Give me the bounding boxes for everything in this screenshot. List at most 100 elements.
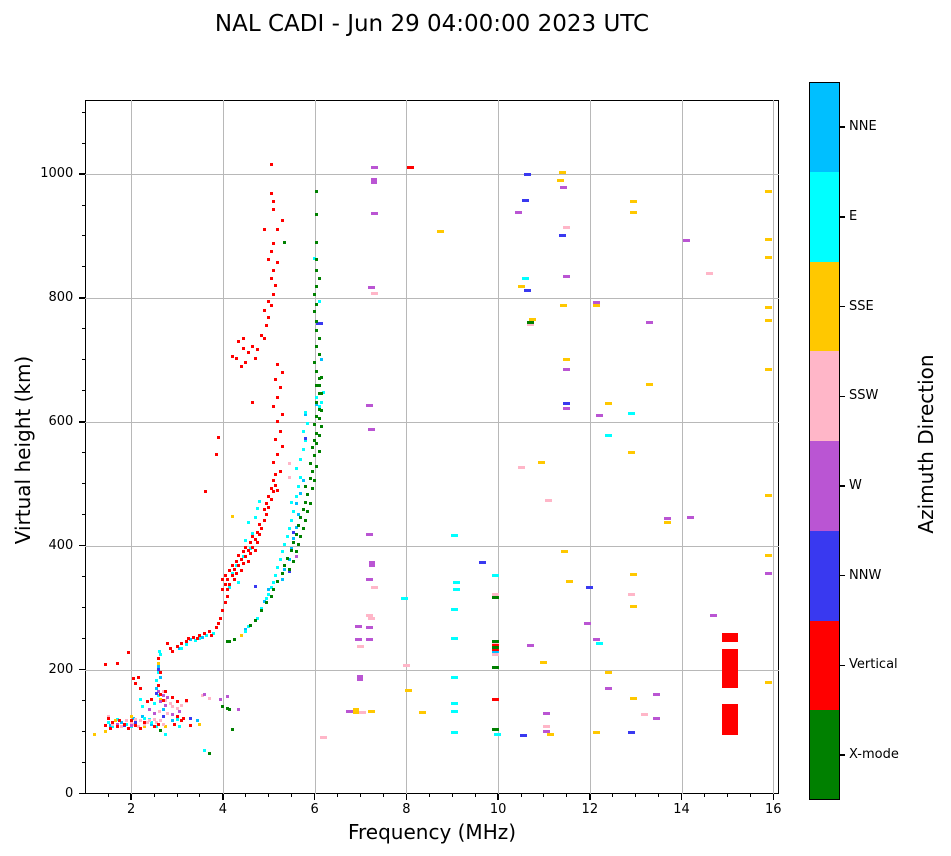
data-mark-w	[161, 694, 165, 698]
data-mark-x-mode	[287, 567, 291, 571]
data-mark-sse	[540, 660, 548, 664]
data-mark-e	[143, 716, 147, 720]
x-gridline	[498, 100, 500, 794]
data-mark-x-mode	[271, 587, 275, 591]
data-mark-e	[493, 733, 501, 737]
data-mark-vertical	[267, 494, 271, 498]
data-mark-nnw	[161, 714, 165, 718]
data-mark-w	[203, 692, 207, 696]
data-mark-x-mode	[297, 524, 301, 528]
data-mark-sse	[559, 304, 567, 308]
data-mark-vertical	[253, 357, 257, 361]
data-mark-ssw	[161, 689, 165, 693]
data-mark-nne	[303, 412, 307, 416]
data-mark-e	[271, 581, 275, 585]
data-mark-w	[345, 709, 353, 713]
data-mark-nne	[200, 635, 204, 639]
data-block-vertical	[721, 649, 738, 689]
data-mark-x-mode	[315, 258, 319, 262]
data-mark-vertical	[237, 339, 241, 343]
data-mark-e	[253, 516, 257, 520]
data-mark-ssw	[138, 718, 142, 722]
y-major-tick	[79, 668, 86, 671]
data-mark-vertical	[262, 508, 266, 512]
data-mark-e	[255, 507, 259, 511]
x-major-tick	[680, 793, 683, 800]
data-mark-vertical	[244, 545, 248, 549]
data-mark-vertical	[248, 551, 252, 555]
y-minor-tick	[81, 483, 86, 485]
data-mark-e	[198, 637, 202, 641]
data-mark-x-mode	[207, 751, 211, 755]
data-mark-nne	[161, 708, 165, 712]
data-mark-sse	[604, 401, 612, 405]
data-mark-sse	[517, 285, 525, 289]
data-block-vertical	[721, 633, 738, 643]
x-axis-label: Frequency (MHz)	[347, 820, 517, 844]
y-minor-tick	[81, 111, 86, 113]
data-mark-nne	[189, 638, 193, 642]
data-mark-ssw	[492, 641, 500, 645]
data-mark-x-mode	[299, 534, 303, 538]
data-mark-sse	[558, 170, 566, 174]
data-mark-x-mode	[308, 462, 312, 466]
data-mark-nne	[283, 567, 287, 571]
data-mark-nne	[299, 491, 303, 495]
data-mark-ssw	[170, 705, 174, 709]
data-mark-sse	[629, 604, 637, 608]
data-mark-w	[225, 694, 229, 698]
data-mark-vertical	[159, 692, 163, 696]
colorbar-tick	[840, 485, 845, 487]
x-tick-label: 14	[673, 801, 690, 817]
data-mark-vertical	[274, 378, 278, 382]
data-block-vertical	[721, 704, 738, 736]
data-mark-vertical	[239, 557, 243, 561]
data-mark-ssw	[563, 225, 571, 229]
data-mark-vertical	[145, 700, 149, 704]
data-mark-vertical	[111, 720, 115, 724]
colorbar-tick-label: NNW	[849, 567, 882, 583]
colorbar-tick-label: SSW	[849, 388, 879, 404]
y-gridline	[85, 174, 779, 176]
data-mark-nne	[131, 716, 135, 720]
x-tick-label: 10	[489, 801, 507, 817]
x-minor-tick	[726, 793, 728, 798]
data-mark-vertical	[235, 572, 239, 576]
data-mark-vertical	[492, 644, 500, 648]
y-axis-label: Virtual height (km)	[11, 355, 35, 545]
x-minor-tick	[749, 793, 751, 798]
data-mark-vertical	[276, 488, 280, 492]
x-gridline	[681, 100, 683, 794]
data-mark-ssw	[180, 704, 184, 708]
data-mark-nnw	[524, 172, 532, 176]
data-mark-w	[664, 517, 672, 520]
data-mark-sse	[765, 319, 773, 323]
data-mark-x-mode	[320, 392, 323, 396]
data-mark-e	[492, 574, 500, 577]
y-minor-tick	[81, 731, 86, 733]
data-mark-x-mode	[526, 320, 534, 324]
data-mark-ssw	[492, 592, 500, 596]
data-mark-e	[322, 390, 326, 394]
data-mark-vertical	[175, 644, 179, 648]
x-gridline	[406, 100, 408, 794]
data-mark-vertical	[278, 386, 282, 390]
data-mark-e	[115, 717, 119, 721]
x-major-tick	[405, 793, 408, 800]
data-mark-vertical	[269, 249, 273, 253]
data-mark-vertical	[216, 621, 220, 625]
data-mark-x-mode	[225, 706, 229, 710]
x-minor-tick	[428, 793, 430, 798]
data-mark-nnw	[292, 530, 296, 534]
data-mark-vertical	[274, 284, 278, 288]
data-mark-e	[258, 499, 262, 503]
data-mark-x-mode	[320, 409, 323, 413]
data-mark-x-mode	[285, 556, 289, 560]
x-major-tick	[313, 793, 316, 800]
data-mark-ssw	[370, 292, 378, 296]
data-mark-vertical	[143, 720, 147, 724]
data-mark-e	[158, 649, 162, 653]
data-mark-vertical	[267, 505, 271, 509]
data-mark-vertical	[223, 582, 227, 586]
x-gridline	[773, 100, 775, 794]
